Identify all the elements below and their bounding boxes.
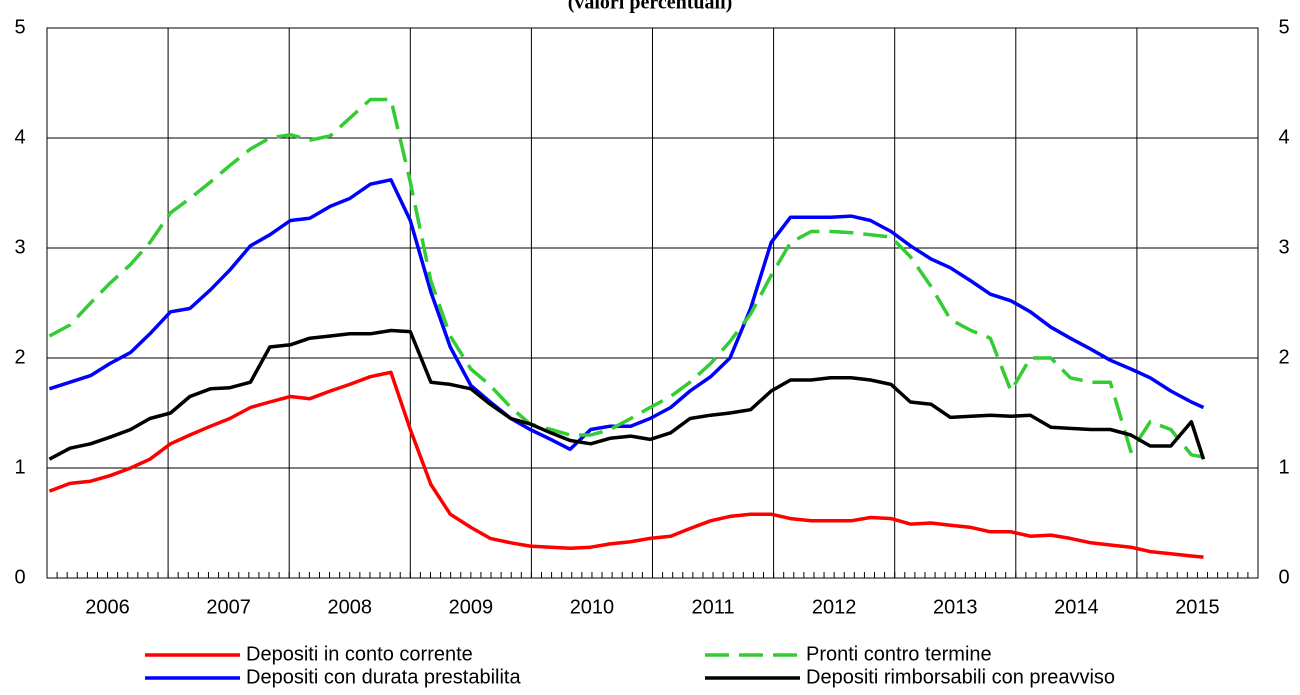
legend-label: Depositi con durata prestabilita bbox=[246, 666, 521, 688]
series-line bbox=[48, 328, 1206, 461]
y-tick-label: 0 bbox=[14, 566, 25, 588]
x-tick-label: 2011 bbox=[692, 596, 735, 618]
legend-label: Depositi in conto corrente bbox=[246, 643, 473, 665]
y2-tick-label: 5 bbox=[1278, 16, 1289, 38]
y2-tick-label: 2 bbox=[1278, 346, 1289, 368]
x-tick-label: 2006 bbox=[85, 596, 130, 618]
x-tick-label: 2013 bbox=[933, 596, 978, 618]
x-tick-label: 2008 bbox=[328, 596, 373, 618]
series-line bbox=[48, 370, 1204, 559]
series-line bbox=[48, 97, 1204, 459]
x-tick-label: 2014 bbox=[1054, 596, 1099, 618]
legend-label: Pronti contro termine bbox=[806, 643, 992, 665]
legend-label: Depositi rimborsabili con preavviso bbox=[806, 666, 1115, 688]
y-tick-label: 2 bbox=[14, 346, 25, 368]
chart-title: (valori percentuali) bbox=[568, 0, 733, 14]
series-line bbox=[48, 178, 1205, 452]
y-tick-label: 3 bbox=[14, 236, 25, 258]
y2-tick-label: 4 bbox=[1278, 126, 1289, 148]
x-tick-label: 2010 bbox=[570, 596, 615, 618]
y-tick-label: 4 bbox=[14, 126, 25, 148]
y-tick-label: 5 bbox=[14, 16, 25, 38]
x-tick-label: 2007 bbox=[206, 596, 251, 618]
x-tick-label: 2009 bbox=[449, 596, 494, 618]
y2-tick-label: 3 bbox=[1278, 236, 1289, 258]
y-tick-label: 1 bbox=[14, 456, 25, 478]
y2-tick-label: 0 bbox=[1278, 566, 1289, 588]
y2-tick-label: 1 bbox=[1278, 456, 1289, 478]
plot-frame bbox=[46, 27, 1259, 579]
x-tick-label: 2012 bbox=[812, 596, 857, 618]
x-tick-label: 2015 bbox=[1175, 596, 1220, 618]
